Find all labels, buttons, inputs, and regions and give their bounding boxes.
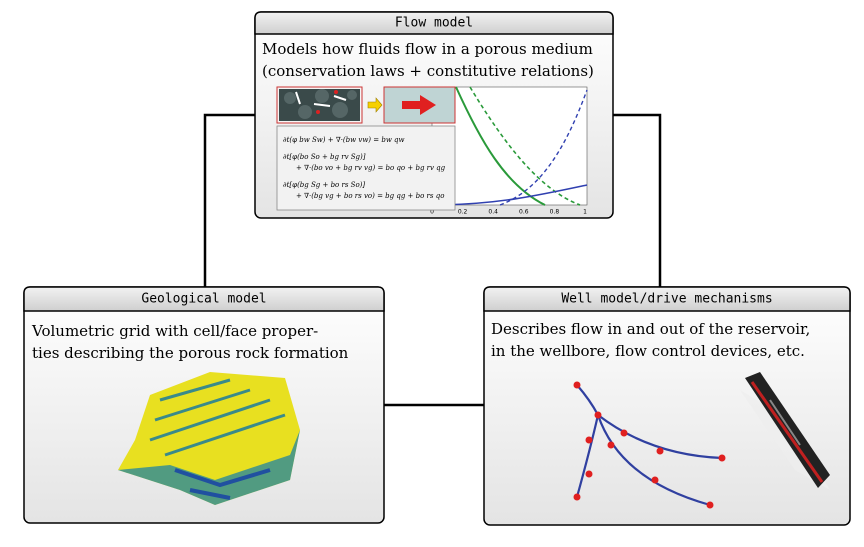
flow-model-box: Flow model Models how fluids flow in a p…	[254, 11, 614, 219]
box-title: Flow model	[395, 16, 473, 31]
equation: ∂t[φ(bg Sg + bo rs So)]	[283, 181, 365, 189]
well-model-box: Well model/drive mechanisms Describes fl…	[483, 286, 851, 526]
plot-tick-label: 0.6	[519, 209, 529, 216]
description: Volumetric grid with cell/face proper-	[31, 322, 318, 340]
plot: 0 0.2 0.4 0.6 0.8 1	[430, 86, 588, 216]
plot-tick-label: 0.8	[550, 209, 560, 216]
box-title: Well model/drive mechanisms	[561, 292, 772, 307]
description: Describes flow in and out of the reservo…	[491, 320, 810, 338]
equation: + ∇·(bo vo + bg rv vg) = bo qo + bg rv q…	[296, 164, 446, 172]
box-title: Geological model	[141, 292, 266, 307]
box-header	[23, 286, 385, 312]
description: (conservation laws + constitutive relati…	[262, 62, 594, 80]
equation: ∂t[φ(bo So + bg rv Sg)]	[283, 153, 366, 161]
plot-tick-label: 0.2	[458, 209, 468, 216]
connectors	[203, 113, 662, 407]
geological-model-box: Geological model Volumetric grid with ce…	[23, 286, 385, 524]
curve	[469, 86, 581, 206]
box-header	[483, 286, 851, 312]
well-tool-image	[740, 372, 830, 490]
connector	[203, 113, 255, 287]
description: ties describing the porous rock formatio…	[32, 344, 349, 362]
plot-tick-label: 0.4	[488, 209, 498, 216]
equation-box	[276, 125, 456, 211]
well-trajectories	[573, 381, 726, 509]
geological-grid-image	[118, 372, 300, 505]
description: in the wellbore, flow control devices, e…	[491, 342, 805, 360]
connector	[613, 113, 662, 287]
arrow-icon	[367, 97, 383, 113]
plot-tick-label: 1	[583, 209, 587, 216]
porous-image	[276, 86, 363, 124]
box-header	[254, 11, 614, 35]
plot-tick-label: 0	[430, 209, 434, 216]
equation: + ∇·(bg vg + bo rs vo) = bg qg + bo rs q…	[296, 192, 444, 200]
arrow-icon	[402, 95, 436, 115]
equation: ∂t(φ bw Sw) + ∇·(bw vw) = bw qw	[283, 136, 405, 144]
description: Models how fluids flow in a porous mediu…	[262, 40, 593, 58]
curve	[455, 86, 546, 206]
curve	[439, 184, 588, 206]
